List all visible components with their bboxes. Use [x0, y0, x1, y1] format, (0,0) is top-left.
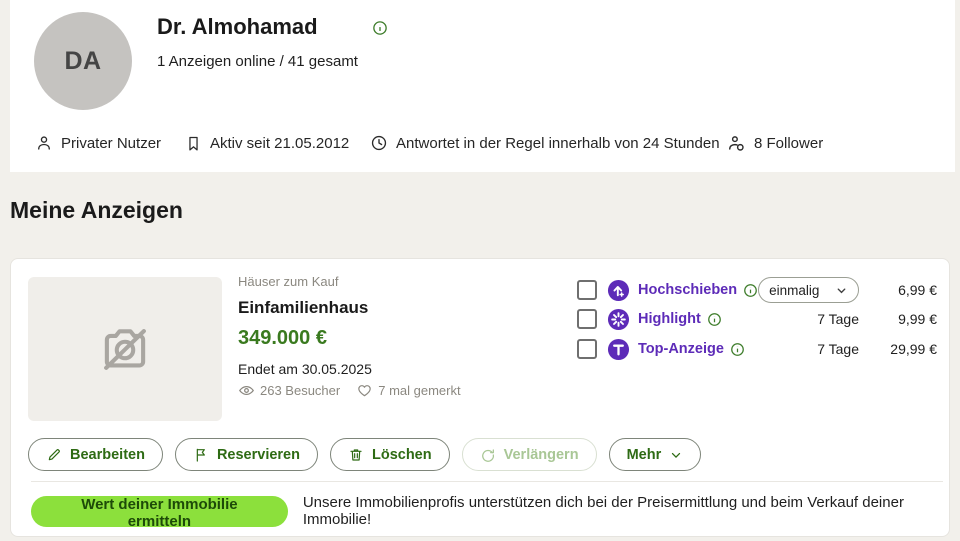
- extend-button[interactable]: Verlängern: [461, 438, 597, 471]
- valuation-banner: Wert deiner Immobilie ermitteln Unsere I…: [31, 494, 949, 530]
- listing-price: 349.000 €: [238, 327, 327, 349]
- page-title: Meine Anzeigen: [10, 197, 183, 223]
- eye-icon: [238, 382, 255, 399]
- badge-label: Privater Nutzer: [61, 134, 162, 152]
- promo-row-boost: Hochschieben einmalig 6,99 €: [577, 277, 937, 303]
- badge-followers: 8 Follower: [727, 133, 823, 153]
- promo-label-top-ad[interactable]: Top-Anzeige: [638, 341, 724, 357]
- profile-ads-count: 1 Anzeigen online / 41 gesamt: [157, 53, 358, 70]
- favorite-count: 7 mal gemerkt: [356, 382, 461, 399]
- bookmark-icon: [185, 135, 202, 152]
- promo-price: 6,99 €: [898, 282, 937, 298]
- edit-button[interactable]: Bearbeiten: [28, 438, 163, 471]
- promo-price: 29,99 €: [890, 341, 937, 357]
- promo-label-highlight[interactable]: Highlight: [638, 311, 701, 327]
- listing-end-date: Endet am 30.05.2025: [238, 361, 372, 377]
- badge-response-time: Antwortet in der Regel innerhalb von 24 …: [370, 133, 720, 153]
- boost-checkbox[interactable]: [577, 280, 597, 300]
- followers-icon: [727, 134, 746, 153]
- highlight-icon: [607, 308, 630, 331]
- visitor-count: 263 Besucher: [238, 382, 340, 399]
- banner-text: Unsere Immobilienprofis unterstützen dic…: [302, 494, 904, 528]
- pencil-icon: [46, 447, 62, 463]
- info-icon[interactable]: [372, 20, 388, 36]
- clock-icon: [370, 134, 388, 152]
- chevron-down-icon: [835, 284, 848, 297]
- listing-card: Häuser zum Kauf Einfamilienhaus 349.000 …: [10, 258, 950, 537]
- chevron-down-icon: [669, 448, 683, 462]
- property-value-button[interactable]: Wert deiner Immobilie ermitteln: [31, 495, 288, 530]
- divider: [31, 481, 943, 482]
- promo-duration: 7 Tage: [817, 311, 859, 327]
- promo-duration: 7 Tage: [817, 341, 859, 357]
- boost-icon: [607, 279, 630, 302]
- no-photo-icon: [96, 320, 154, 378]
- promo-row-top-ad: Top-Anzeige 7 Tage 29,99 €: [577, 336, 937, 362]
- listing-thumbnail[interactable]: [28, 277, 222, 421]
- heart-icon: [356, 382, 373, 399]
- delete-button[interactable]: Löschen: [329, 438, 450, 471]
- highlight-checkbox[interactable]: [577, 309, 597, 329]
- promo-row-highlight: Highlight 7 Tage 9,99 €: [577, 306, 937, 332]
- listing-actions: Bearbeiten Reservieren Löschen: [28, 438, 702, 471]
- reserve-button[interactable]: Reservieren: [174, 438, 318, 471]
- badge-label: 8 Follower: [754, 134, 824, 152]
- badge-active-since: Aktiv seit 21.05.2012: [185, 133, 349, 153]
- top-ad-icon: [607, 338, 630, 361]
- user-icon: [35, 134, 53, 152]
- badge-label: Aktiv seit 21.05.2012: [210, 134, 350, 152]
- listing-category: Häuser zum Kauf: [238, 274, 339, 289]
- promo-price: 9,99 €: [898, 311, 937, 327]
- profile-panel: DA Dr. Almohamad 1 Anzeigen online / 41 …: [10, 0, 955, 172]
- avatar: DA: [34, 12, 132, 110]
- badge-label: Antwortet in der Regel innerhalb von 24 …: [396, 134, 720, 152]
- listing-title[interactable]: Einfamilienhaus: [238, 298, 369, 317]
- badge-user-type: Privater Nutzer: [35, 133, 161, 153]
- trash-icon: [348, 447, 364, 463]
- top-ad-checkbox[interactable]: [577, 339, 597, 359]
- info-icon[interactable]: [743, 283, 758, 298]
- profile-name: Dr. Almohamad: [157, 14, 318, 39]
- avatar-initials: DA: [64, 46, 102, 75]
- more-button[interactable]: Mehr: [608, 438, 702, 471]
- info-icon[interactable]: [707, 312, 722, 327]
- refresh-icon: [480, 447, 496, 463]
- boost-frequency-select[interactable]: einmalig: [758, 277, 860, 303]
- info-icon[interactable]: [730, 342, 745, 357]
- promo-label-boost[interactable]: Hochschieben: [638, 282, 738, 298]
- flag-icon: [193, 447, 209, 463]
